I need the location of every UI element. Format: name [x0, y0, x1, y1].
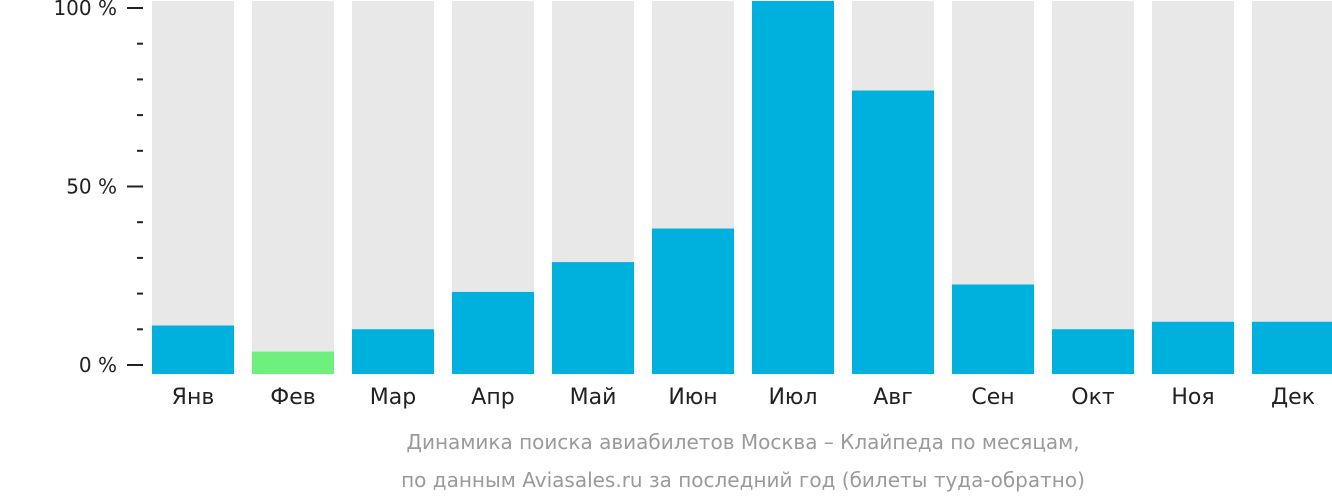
y-tick-label: 100 % [53, 0, 117, 20]
y-tick-label: 50 % [66, 175, 117, 199]
bar-chart: 0 % 50 % 100 % Янв Фев Мар Апр Май Июн Июл Авг Сен… [53, 0, 1332, 410]
x-tick-label: Ноя [1171, 385, 1214, 410]
bar [152, 325, 234, 374]
bar-track [1252, 1, 1332, 374]
x-tick-label: Сен [971, 385, 1014, 410]
bar [1152, 321, 1234, 374]
x-tick-label: Апр [471, 385, 514, 410]
bar [252, 351, 334, 374]
bar [752, 1, 834, 374]
bar [852, 90, 934, 375]
bar [352, 329, 434, 374]
bar-track [252, 1, 334, 374]
x-axis-labels: Янв Фев Мар Апр Май Июн Июл Авг Сен Окт Ноя Дек [172, 385, 1315, 410]
y-tick-label: 0 % [79, 353, 117, 377]
x-tick-label: Июн [668, 385, 717, 410]
bar [652, 228, 734, 374]
x-tick-label: Июл [768, 385, 817, 410]
bar-track [352, 1, 434, 374]
bar [952, 284, 1034, 374]
x-tick-label: Мар [370, 385, 416, 410]
bar-track [152, 1, 234, 374]
chart-caption-line-1: Динамика поиска авиабилетов Москва – Кла… [406, 430, 1080, 454]
y-axis: 0 % 50 % 100 % [53, 0, 143, 377]
chart-caption-line-2: по данным Aviasales.ru за последний год … [401, 468, 1085, 492]
x-tick-label: Май [570, 385, 617, 410]
bar [1252, 321, 1332, 374]
bar [452, 291, 534, 374]
bar-track [1052, 1, 1134, 374]
bars [152, 1, 1332, 375]
bar [552, 262, 634, 374]
bar-track [1152, 1, 1234, 374]
x-tick-label: Окт [1071, 385, 1115, 410]
bar [1052, 329, 1134, 374]
x-tick-label: Фев [270, 385, 315, 410]
x-tick-label: Дек [1271, 385, 1315, 410]
x-tick-label: Янв [172, 385, 215, 410]
x-tick-label: Авг [873, 385, 913, 410]
